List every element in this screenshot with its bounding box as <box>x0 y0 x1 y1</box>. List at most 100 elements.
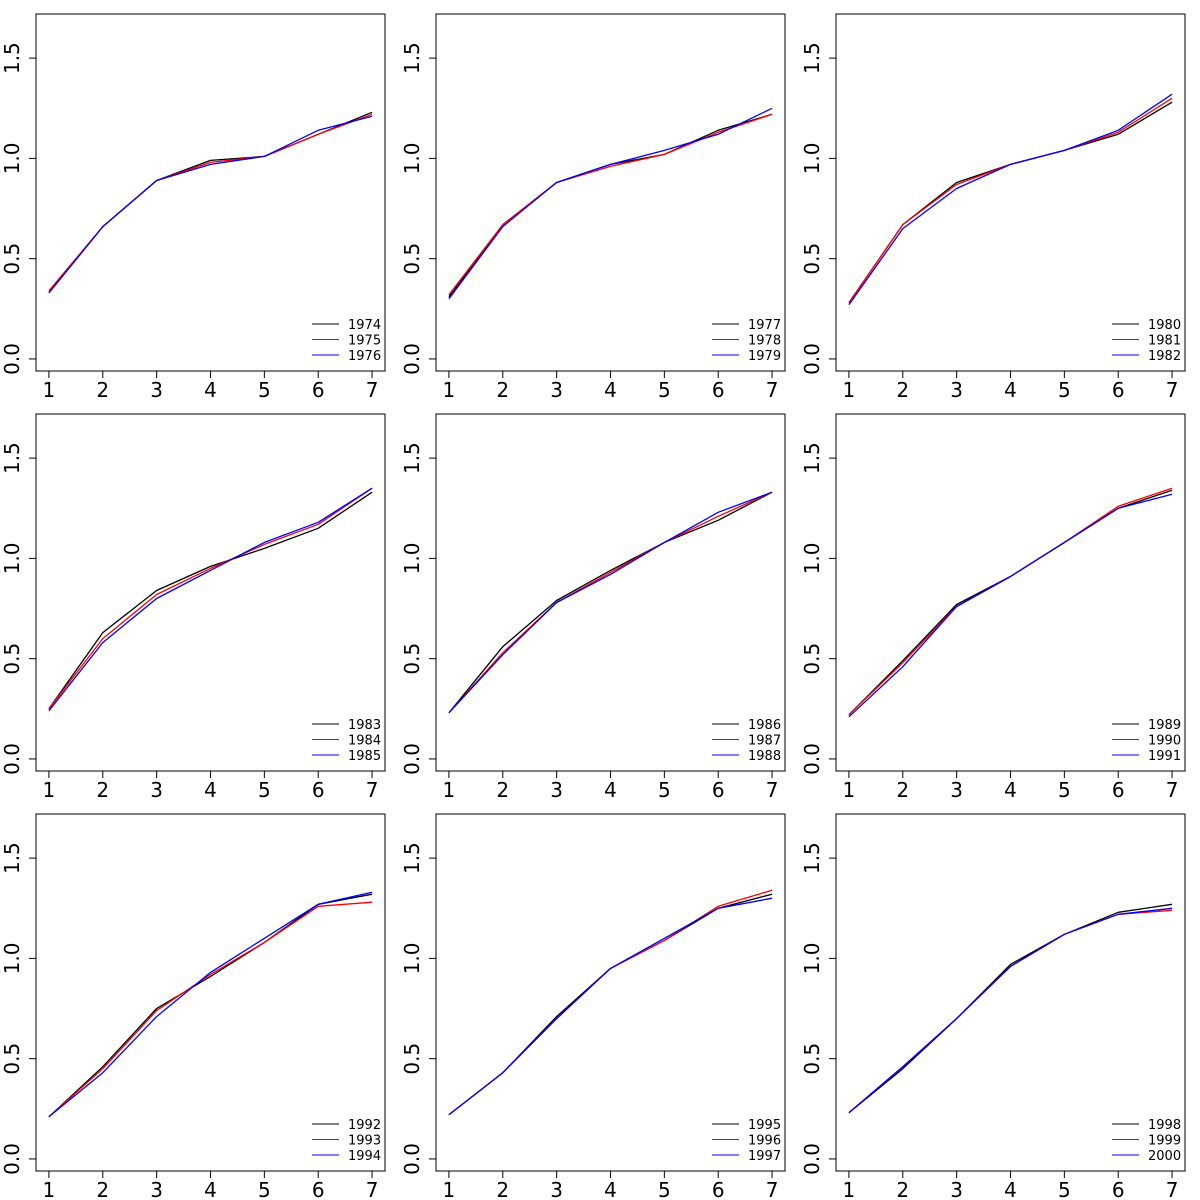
y-tick-label: 0.0 <box>400 743 424 775</box>
y-tick-label: 0.5 <box>400 243 424 275</box>
legend-label: 1990 <box>1148 734 1181 749</box>
legend-label: 1987 <box>748 734 781 749</box>
x-tick-label: 6 <box>712 378 725 402</box>
x-tick-label: 6 <box>712 1178 725 1200</box>
y-tick-label: 1.5 <box>400 42 424 74</box>
x-tick-label: 3 <box>950 778 963 802</box>
y-tick-label: 1.5 <box>400 442 424 474</box>
x-tick-label: 4 <box>204 378 217 402</box>
y-tick-label: 1.0 <box>800 942 824 974</box>
x-tick-label: 4 <box>1004 778 1017 802</box>
x-tick-label: 3 <box>150 778 163 802</box>
plot-frame <box>435 813 786 1172</box>
x-tick-label: 1 <box>443 378 456 402</box>
x-tick-label: 5 <box>658 1178 671 1200</box>
series-line-1998 <box>848 903 1173 1114</box>
series-line-1991 <box>848 493 1173 718</box>
legend-label: 1993 <box>348 1134 381 1149</box>
x-tick-label: 7 <box>766 378 779 402</box>
plot-frame <box>35 413 386 772</box>
legend-label: 1997 <box>748 1149 781 1164</box>
legend-label: 1999 <box>1148 1134 1181 1149</box>
x-tick-label: 4 <box>204 778 217 802</box>
series-line-1997 <box>448 897 773 1116</box>
legend-label: 1974 <box>348 318 381 333</box>
x-tick-label: 7 <box>1166 1178 1179 1200</box>
series-line-1987 <box>448 491 773 714</box>
x-tick-label: 4 <box>604 1178 617 1200</box>
legend-label: 1991 <box>1148 749 1181 764</box>
legend-label: 1983 <box>348 718 381 733</box>
legend-label: 1984 <box>348 734 381 749</box>
x-tick-label: 5 <box>258 378 271 402</box>
x-tick-label: 6 <box>312 778 325 802</box>
y-tick-label: 0.0 <box>0 343 24 375</box>
y-tick-label: 0.0 <box>0 1143 24 1175</box>
x-tick-label: 7 <box>366 378 379 402</box>
legend-label: 1988 <box>748 749 781 764</box>
x-tick-label: 7 <box>1166 778 1179 802</box>
y-tick-label: 0.5 <box>800 643 824 675</box>
y-tick-label: 0.0 <box>800 343 824 375</box>
y-tick-label: 1.0 <box>0 542 24 574</box>
plot-frame <box>435 13 786 372</box>
x-tick-label: 1 <box>43 778 56 802</box>
x-tick-label: 7 <box>366 778 379 802</box>
y-tick-label: 1.0 <box>800 142 824 174</box>
x-tick-label: 3 <box>150 1178 163 1200</box>
series-line-1986 <box>448 491 773 714</box>
y-tick-label: 0.0 <box>800 743 824 775</box>
y-tick-label: 1.5 <box>800 842 824 874</box>
x-tick-label: 6 <box>1112 1178 1125 1200</box>
x-tick-label: 2 <box>896 378 909 402</box>
series-line-1985 <box>48 487 373 712</box>
y-tick-label: 1.0 <box>400 142 424 174</box>
y-tick-label: 1.5 <box>0 842 24 874</box>
x-tick-label: 2 <box>96 1178 109 1200</box>
x-tick-label: 2 <box>96 778 109 802</box>
x-tick-label: 1 <box>43 378 56 402</box>
y-tick-label: 0.0 <box>800 1143 824 1175</box>
y-tick-label: 0.5 <box>0 1043 24 1075</box>
series-line-1990 <box>848 487 1173 716</box>
x-tick-label: 2 <box>96 378 109 402</box>
series-line-1989 <box>848 489 1173 716</box>
x-tick-label: 7 <box>1166 378 1179 402</box>
y-tick-label: 0.5 <box>400 643 424 675</box>
x-tick-label: 1 <box>843 778 856 802</box>
legend-label: 1996 <box>748 1134 781 1149</box>
series-line-1978 <box>448 113 773 296</box>
y-tick-label: 0.0 <box>0 743 24 775</box>
plot-frame <box>35 813 386 1172</box>
y-tick-label: 1.5 <box>800 442 824 474</box>
legend-label: 1992 <box>348 1118 381 1133</box>
x-tick-label: 4 <box>604 778 617 802</box>
legend-label: 1978 <box>748 334 781 349</box>
x-tick-label: 6 <box>712 778 725 802</box>
x-tick-label: 6 <box>1112 378 1125 402</box>
legend-label: 1977 <box>748 318 781 333</box>
x-tick-label: 1 <box>443 778 456 802</box>
x-tick-label: 7 <box>766 778 779 802</box>
y-tick-label: 0.0 <box>400 1143 424 1175</box>
legend-label: 1985 <box>348 749 381 764</box>
x-tick-label: 5 <box>1058 378 1071 402</box>
legend-label: 1986 <box>748 718 781 733</box>
series-line-1982 <box>848 93 1173 306</box>
x-tick-label: 5 <box>1058 778 1071 802</box>
x-tick-label: 3 <box>950 1178 963 1200</box>
x-tick-label: 5 <box>658 378 671 402</box>
series-line-1980 <box>848 101 1173 304</box>
y-tick-label: 0.5 <box>800 243 824 275</box>
x-tick-label: 1 <box>443 1178 456 1200</box>
y-tick-label: 1.0 <box>0 142 24 174</box>
series-line-1994 <box>48 891 373 1118</box>
x-tick-label: 2 <box>896 778 909 802</box>
y-tick-label: 1.5 <box>800 42 824 74</box>
